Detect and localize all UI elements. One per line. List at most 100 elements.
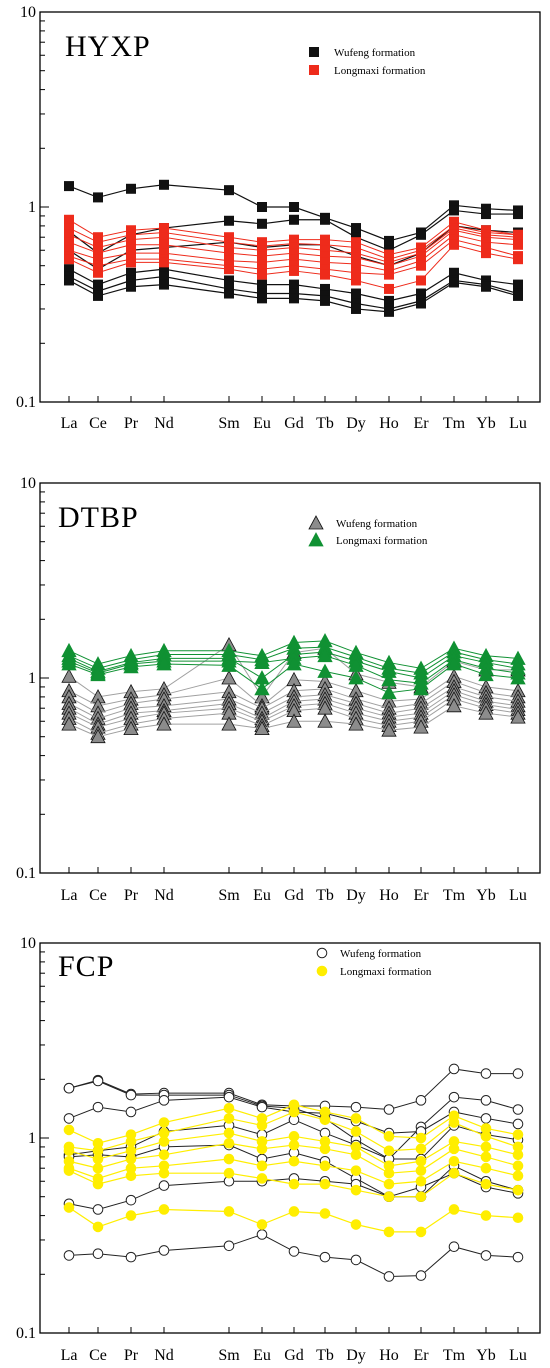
series-line [68,1119,519,1160]
data-point [288,1155,300,1167]
data-point [286,713,302,728]
data-point [92,1162,104,1174]
data-point [223,1240,235,1252]
y-tick-label: 10 [20,4,36,21]
data-point [92,1153,104,1165]
data-point [381,684,397,700]
data-point [416,275,426,286]
data-point [512,1160,524,1172]
data-point [413,719,429,734]
x-tick-label: Tm [443,415,466,432]
data-point [381,722,397,737]
data-point [449,239,459,250]
data-point [224,264,234,275]
data-point [512,1184,524,1196]
data-point [351,288,361,299]
data-point [350,1184,362,1196]
series-line [68,1111,519,1152]
data-point [125,1251,137,1263]
legend-marker-wufeng [309,47,319,57]
data-point [383,1167,395,1179]
data-point [320,245,330,256]
x-tick-label: Ho [379,415,399,432]
series-line [68,209,518,254]
data-point [415,1191,427,1203]
data-point [384,295,394,306]
data-point [449,267,459,278]
data-point [512,1129,524,1140]
data-point [383,1226,395,1238]
series-line [68,1068,518,1111]
panel-title: HYXP [65,30,151,63]
x-tick-label: Eu [253,415,271,432]
x-tick-label: Tb [316,415,334,432]
x-tick-label: Gd [284,887,304,904]
data-point [384,260,394,271]
series-line [68,229,519,267]
data-point [288,1246,300,1257]
data-point [320,234,330,245]
data-point [416,260,426,271]
data-point [415,1132,427,1144]
series-longmaxi [64,223,523,268]
data-point [93,248,103,259]
data-point [317,713,333,728]
data-point [383,1145,395,1157]
data-point [289,248,299,259]
series-line [68,268,519,302]
x-tick-label: Ce [89,415,107,432]
data-point [63,1250,75,1261]
data-point [512,1118,524,1130]
series-wufeng [61,668,526,713]
legend: Wufeng formation Longmaxi formation [309,47,426,77]
data-point [288,1178,300,1190]
data-point [448,1241,460,1253]
x-tick-label: Pr [124,887,139,904]
data-point [448,1204,460,1215]
data-point [289,202,299,212]
data-point [351,237,361,248]
x-tick-label: Tb [316,887,334,904]
data-point [415,1226,427,1238]
x-tick-label: Tb [316,1347,334,1364]
data-point [512,1251,524,1263]
data-point [126,234,136,245]
legend-marker-wufeng [308,515,324,530]
data-point [512,1104,524,1115]
data-point [351,223,361,234]
data-point [383,1271,395,1282]
series-longmaxi [61,656,526,700]
data-point [513,234,523,245]
data-point [289,254,299,265]
data-point [254,680,270,696]
data-point [413,680,429,696]
data-point [93,267,103,278]
data-point [256,1143,268,1155]
x-tick-label: Nd [154,1347,174,1364]
data-point [288,1106,300,1118]
data-point [351,298,361,309]
data-point [224,288,234,299]
data-point [351,242,361,253]
data-point [63,1124,75,1136]
series-longmaxi [63,1106,524,1157]
series-line [68,219,519,256]
x-tick-label: Yb [476,415,496,432]
data-point [256,1160,268,1172]
data-point [416,298,426,309]
data-point [221,657,237,672]
data-point [93,290,103,301]
data-point [512,1068,524,1079]
x-tick-label: Pr [124,1347,139,1364]
data-point [93,279,103,290]
data-point [156,656,172,671]
panel-title: FCP [58,950,114,983]
series-line [68,244,519,290]
y-tick-label: 0.1 [16,394,36,411]
x-tick-label: Lu [509,1347,527,1364]
data-point [415,1155,427,1167]
data-point [92,1101,104,1113]
data-point [289,242,299,253]
data-point [63,1145,75,1157]
